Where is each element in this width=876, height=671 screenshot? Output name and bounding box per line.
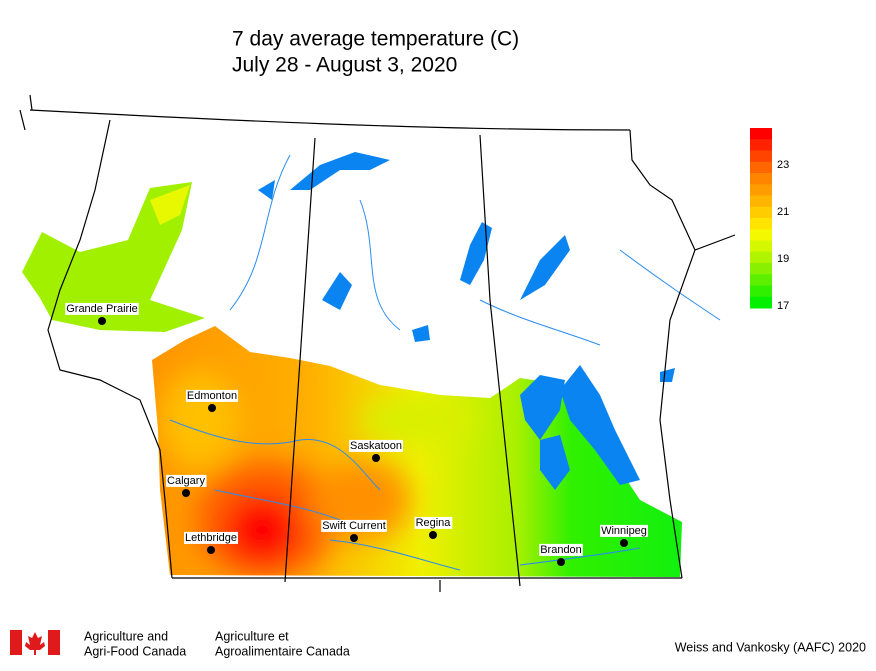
city-label: Swift Current — [322, 520, 386, 532]
city-dot — [372, 454, 380, 462]
legend-swatch — [750, 274, 772, 286]
canada-flag — [10, 630, 60, 655]
city-label: Winnipeg — [601, 525, 647, 537]
city-label-bg — [184, 531, 238, 544]
legend-tick-label: 17 — [777, 300, 789, 312]
legend-swatch — [750, 285, 772, 298]
city-label: Calgary — [167, 475, 205, 487]
legend-tick-label: 19 — [777, 253, 789, 265]
city-label-bg — [539, 543, 583, 556]
city-label: Brandon — [540, 544, 582, 556]
city-label-bg — [349, 439, 403, 452]
cities: Grande Prairie Edmonton Calgary Lethbridge S… — [65, 302, 648, 566]
city-label-bg — [414, 516, 453, 529]
legend-swatch — [750, 251, 772, 264]
legend: 23 21 19 17 — [750, 128, 789, 312]
legend-swatch — [750, 296, 772, 309]
title: 7 day average temperature (C) — [232, 28, 519, 51]
legend-swatch — [750, 206, 772, 219]
city-dot — [557, 558, 565, 566]
legend-swatch — [750, 195, 772, 208]
legend-swatch — [750, 218, 772, 230]
legend-tick-label: 21 — [777, 206, 789, 218]
city-dot — [207, 546, 215, 554]
city-dot — [98, 317, 106, 325]
city-label-bg — [65, 302, 139, 315]
city-label: Edmonton — [187, 390, 237, 402]
city-dot — [182, 489, 190, 497]
city-label-bg — [166, 474, 207, 487]
legend-swatch — [750, 263, 772, 275]
city-label: Regina — [416, 517, 452, 529]
city-dot — [620, 539, 628, 547]
city-dot — [429, 531, 437, 539]
city-label-bg — [321, 519, 387, 532]
agency-en: Agri-Food Canada — [84, 644, 186, 658]
agency-en: Agriculture and — [84, 629, 168, 643]
subtitle: July 28 - August 3, 2020 — [232, 54, 457, 77]
city-dot — [208, 404, 216, 412]
agency-fr: Agroalimentaire Canada — [215, 644, 350, 658]
city-dot — [350, 534, 358, 542]
legend-swatch — [750, 184, 772, 196]
city-label: Saskatoon — [350, 440, 402, 452]
legend-swatch — [750, 139, 772, 151]
legend-swatch — [750, 161, 772, 174]
legend-swatch — [750, 150, 772, 163]
legend-tick-label: 23 — [777, 159, 789, 171]
credit: Weiss and Vankosky (AAFC) 2020 — [675, 640, 866, 654]
city-label-bg — [600, 524, 648, 537]
city-label-bg — [185, 389, 239, 402]
legend-swatch — [750, 240, 772, 253]
city-label: Lethbridge — [185, 532, 237, 544]
agency-fr: Agriculture et — [215, 629, 289, 643]
legend-swatch — [750, 229, 772, 241]
water — [169, 152, 721, 571]
borders — [19, 94, 736, 592]
legend-swatch — [750, 173, 772, 185]
legend-swatch — [750, 128, 772, 140]
city-label: Grande Prairie — [66, 303, 138, 315]
